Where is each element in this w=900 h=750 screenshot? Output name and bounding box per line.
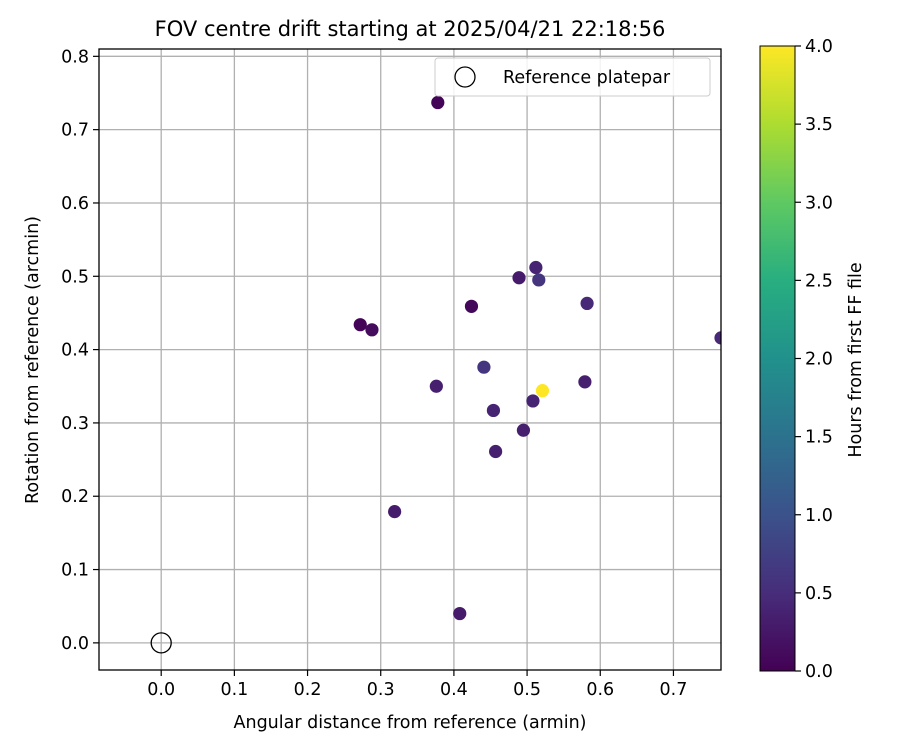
y-tick-label: 0.1: [61, 561, 89, 581]
legend-box: [434, 57, 711, 97]
x-tick-label: 0.0: [147, 680, 175, 700]
colorbar-tick-label: 1.0: [805, 506, 833, 526]
data-point: [535, 384, 550, 398]
data-point: [516, 423, 531, 437]
data-point: [477, 360, 491, 374]
y-axis-ticks: 0.0 0.1 0.2 0.3 0.4 0.5 0.6 0.7 0.8: [61, 47, 99, 654]
legend: Reference platepar: [434, 57, 711, 97]
x-tick-label: 0.6: [586, 680, 614, 700]
y-tick-label: 0.7: [61, 121, 89, 141]
data-point: [526, 394, 540, 408]
colorbar-tick-label: 4.0: [805, 37, 833, 57]
data-point: [578, 375, 592, 389]
plot-points: [150, 95, 721, 654]
data-point: [429, 379, 443, 393]
y-tick-label: 0.8: [61, 47, 89, 67]
x-tick-label: 0.3: [367, 680, 395, 700]
colorbar-label: Hours from first FF file: [846, 262, 866, 457]
y-tick-label: 0.0: [61, 634, 89, 654]
y-tick-label: 0.3: [61, 414, 89, 434]
plot-frame: [98, 48, 722, 671]
data-point: [529, 260, 543, 275]
data-point: [532, 273, 546, 287]
legend-reference-marker: [454, 66, 476, 88]
colorbar-tick-label: 1.5: [805, 428, 833, 448]
x-tick-label: 0.5: [513, 680, 541, 700]
x-tick-label: 0.7: [660, 680, 688, 700]
data-point: [353, 318, 367, 332]
colorbar: 0.0 0.5 1.0 1.5 2.0 2.5 3.0 3.5 4.0 Hours from f…: [759, 37, 866, 682]
colorbar-tick-label: 0.0: [805, 662, 833, 682]
data-point: [489, 444, 503, 459]
legend-reference-label: Reference platepar: [503, 68, 671, 88]
data-point: [464, 299, 479, 313]
colorbar-tick-label: 2.5: [805, 271, 833, 291]
data-point: [453, 606, 467, 621]
y-tick-label: 0.5: [61, 267, 89, 287]
colorbar-tick-label: 2.0: [805, 350, 833, 370]
data-point: [580, 296, 594, 311]
colorbar-gradient: [759, 45, 796, 672]
reference-platepar-marker: [150, 632, 172, 654]
x-axis-ticks: 0.0 0.1 0.2 0.3 0.4 0.5 0.6 0.7: [147, 670, 687, 700]
colorbar-ticks: 0.0 0.5 1.0 1.5 2.0 2.5 3.0 3.5 4.0: [795, 37, 833, 682]
x-tick-label: 0.4: [440, 680, 468, 700]
data-point: [388, 505, 402, 519]
y-tick-label: 0.2: [61, 487, 89, 507]
colorbar-tick-label: 0.5: [805, 584, 833, 604]
grid-lines: [99, 49, 721, 670]
data-point: [431, 95, 445, 110]
x-tick-label: 0.2: [294, 680, 322, 700]
chart-title: FOV centre drift starting at 2025/04/21 …: [155, 17, 666, 41]
x-tick-label: 0.1: [220, 680, 248, 700]
x-axis-label: Angular distance from reference (armin): [234, 713, 587, 733]
data-point: [365, 323, 379, 337]
y-tick-label: 0.6: [61, 194, 89, 214]
y-tick-label: 0.4: [61, 341, 89, 361]
data-point: [714, 331, 721, 345]
data-point: [486, 403, 501, 418]
colorbar-tick-label: 3.5: [805, 115, 833, 135]
data-point: [512, 271, 526, 285]
y-axis-label: Rotation from reference (arcmin): [23, 216, 43, 504]
colorbar-tick-label: 3.0: [805, 193, 833, 213]
